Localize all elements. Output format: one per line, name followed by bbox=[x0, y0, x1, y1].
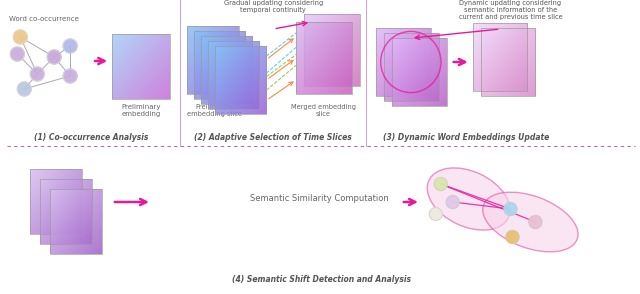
Bar bbox=[112, 34, 170, 99]
Bar bbox=[187, 26, 239, 94]
Ellipse shape bbox=[483, 192, 578, 252]
Bar bbox=[481, 28, 536, 96]
Text: (1) Co-occurrence Analysis: (1) Co-occurrence Analysis bbox=[34, 133, 148, 142]
Circle shape bbox=[13, 30, 28, 44]
Text: Merged embedding
slice: Merged embedding slice bbox=[291, 104, 356, 117]
Circle shape bbox=[30, 67, 44, 81]
Circle shape bbox=[504, 203, 517, 216]
Text: (2) Adaptive Selection of Time Slices: (2) Adaptive Selection of Time Slices bbox=[195, 133, 352, 142]
Bar bbox=[194, 31, 246, 99]
Ellipse shape bbox=[428, 168, 510, 230]
Bar bbox=[30, 169, 82, 234]
Circle shape bbox=[429, 208, 442, 220]
Bar bbox=[50, 189, 102, 254]
Text: Dynamic updating considering
semantic information of the
current and previous ti: Dynamic updating considering semantic in… bbox=[459, 0, 563, 20]
Bar bbox=[214, 46, 266, 114]
Circle shape bbox=[17, 82, 31, 96]
Bar bbox=[376, 28, 431, 96]
Text: Gradual updating considering
temporal continuity: Gradual updating considering temporal co… bbox=[224, 0, 323, 13]
Text: Preliminary
embedding slice: Preliminary embedding slice bbox=[187, 104, 242, 117]
Text: (3) Dynamic Word Embeddings Update: (3) Dynamic Word Embeddings Update bbox=[383, 133, 548, 142]
Text: Semantic Similarity Computation: Semantic Similarity Computation bbox=[250, 193, 388, 203]
Text: Word co-occurrence: Word co-occurrence bbox=[10, 16, 79, 22]
Circle shape bbox=[63, 69, 77, 83]
Circle shape bbox=[63, 39, 77, 53]
Bar bbox=[207, 41, 259, 109]
Circle shape bbox=[47, 50, 61, 64]
Text: (4) Semantic Shift Detection and Analysis: (4) Semantic Shift Detection and Analysi… bbox=[232, 275, 411, 284]
Circle shape bbox=[10, 47, 24, 61]
Bar bbox=[384, 33, 439, 101]
Text: Preliminary
embedding: Preliminary embedding bbox=[121, 104, 161, 117]
Circle shape bbox=[435, 178, 447, 191]
Bar bbox=[472, 23, 527, 91]
Circle shape bbox=[529, 216, 542, 228]
Bar bbox=[201, 36, 252, 104]
Bar bbox=[392, 38, 447, 106]
Bar bbox=[40, 179, 92, 244]
Bar bbox=[296, 22, 352, 94]
Circle shape bbox=[506, 230, 519, 243]
Bar bbox=[304, 14, 360, 86]
Circle shape bbox=[446, 196, 459, 208]
